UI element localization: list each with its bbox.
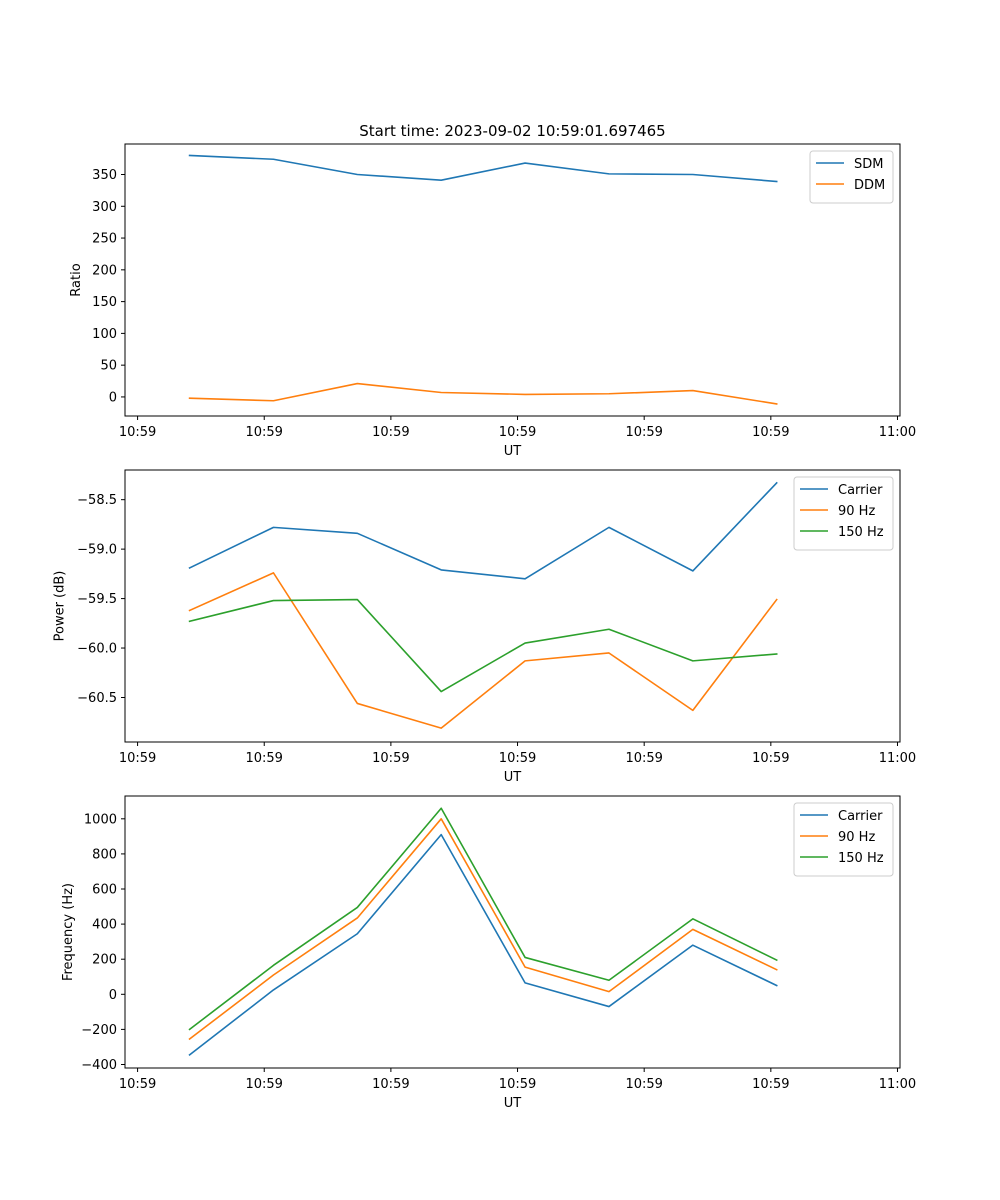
series-lines (188, 154, 778, 405)
x-tick-label: 10:59 (119, 751, 156, 766)
x-tick-label: 10:59 (372, 425, 409, 440)
series-line-90-hz (188, 818, 778, 1041)
legend-label: 90 Hz (838, 830, 875, 845)
x-tick-label: 10:59 (625, 1077, 662, 1092)
y-tick-label: 800 (92, 847, 117, 862)
y-axis: −60.5 −60.0 −59.5 −59.0 −58.5 Power (dB) (53, 493, 125, 706)
y-tick-label: −60.0 (77, 642, 117, 657)
figure-title: Start time: 2023-09-02 10:59:01.697465 (359, 122, 665, 140)
x-axis-label: UT (504, 770, 522, 785)
x-tick-label: 10:59 (625, 751, 662, 766)
x-tick-label: 11:00 (879, 425, 916, 440)
series-line-sdm (188, 154, 778, 183)
series-line-ddm (188, 382, 778, 405)
legend-label: 150 Hz (838, 851, 884, 866)
x-axis: 10:59 10:59 10:59 10:59 10:59 10:59 11:00 UT (119, 742, 916, 785)
series-line-90-hz (188, 572, 778, 729)
x-tick-label: 10:59 (372, 1077, 409, 1092)
x-tick-label: 10:59 (245, 751, 282, 766)
legend-label: SDM (854, 157, 883, 172)
y-axis-label: Ratio (69, 263, 84, 296)
legend-label: DDM (854, 178, 885, 193)
y-tick-label: 150 (92, 295, 117, 310)
axes-frame (124, 795, 901, 1069)
series-lines (188, 481, 778, 729)
y-tick-label: −60.5 (77, 691, 117, 706)
x-tick-label: 10:59 (752, 1077, 789, 1092)
legend-label: 150 Hz (838, 525, 884, 540)
x-axis: 10:59 10:59 10:59 10:59 10:59 10:59 11:00 UT (119, 1068, 916, 1111)
y-tick-label: 600 (92, 883, 117, 898)
series-line-150-hz (188, 807, 778, 1031)
legend-label: Carrier (838, 809, 883, 824)
y-axis: 0 50 100 150 200 250 300 350 Ratio (69, 168, 125, 405)
x-tick-label: 10:59 (245, 1077, 282, 1092)
chart-panel-2: 10:59 10:59 10:59 10:59 10:59 10:59 11:00 UT −60… (53, 469, 916, 785)
y-tick-label: −200 (81, 1023, 117, 1038)
x-tick-label: 11:00 (879, 751, 916, 766)
x-axis-label: UT (504, 444, 522, 459)
charts-container: 10:59 10:59 10:59 10:59 10:59 10:59 11:00 UT 0 50… (53, 143, 916, 1111)
legend: Carrier 90 Hz 150 Hz (793, 802, 894, 877)
legend-label: Carrier (838, 483, 883, 498)
series-line-150-hz (188, 598, 778, 693)
y-tick-label: 0 (109, 390, 117, 405)
x-tick-label: 10:59 (119, 425, 156, 440)
y-axis: −400 −200 0 200 400 600 800 1000 Frequency (Hz) (61, 812, 125, 1073)
y-tick-label: 50 (100, 359, 117, 374)
y-tick-label: 200 (92, 263, 117, 278)
x-tick-label: 10:59 (245, 425, 282, 440)
x-axis-label: UT (504, 1096, 522, 1111)
x-tick-label: 11:00 (879, 1077, 916, 1092)
axes-frame (124, 469, 901, 743)
x-tick-label: 10:59 (752, 425, 789, 440)
legend: Carrier 90 Hz 150 Hz (793, 476, 894, 551)
y-tick-label: −58.5 (77, 493, 117, 508)
x-axis: 10:59 10:59 10:59 10:59 10:59 10:59 11:00 UT (119, 416, 916, 459)
x-tick-label: 10:59 (499, 425, 536, 440)
x-tick-label: 10:59 (119, 1077, 156, 1092)
y-tick-label: 300 (92, 200, 117, 215)
y-tick-label: −59.5 (77, 592, 117, 607)
y-tick-label: 400 (92, 918, 117, 933)
y-tick-label: 250 (92, 232, 117, 247)
chart-panel-3: 10:59 10:59 10:59 10:59 10:59 10:59 11:00 UT −40… (61, 795, 916, 1111)
y-tick-label: 100 (92, 327, 117, 342)
y-axis-label: Power (dB) (53, 571, 68, 642)
x-tick-label: 10:59 (372, 751, 409, 766)
legend-label: 90 Hz (838, 504, 875, 519)
y-tick-label: 350 (92, 168, 117, 183)
y-tick-label: 1000 (84, 812, 117, 827)
y-tick-label: 0 (109, 988, 117, 1003)
y-tick-label: −59.0 (77, 543, 117, 558)
y-tick-label: 200 (92, 953, 117, 968)
x-tick-label: 10:59 (752, 751, 789, 766)
y-tick-label: −400 (81, 1058, 117, 1073)
series-lines (188, 807, 778, 1056)
x-tick-label: 10:59 (499, 1077, 536, 1092)
series-line-carrier (188, 481, 778, 580)
legend-box (809, 150, 894, 204)
chart-panel-1: 10:59 10:59 10:59 10:59 10:59 10:59 11:00 UT 0 50… (69, 143, 916, 459)
x-tick-label: 10:59 (499, 751, 536, 766)
y-axis-label: Frequency (Hz) (61, 883, 76, 981)
axes-frame (124, 143, 901, 417)
x-tick-label: 10:59 (625, 425, 662, 440)
legend: SDM DDM (809, 150, 894, 204)
series-line-carrier (188, 833, 778, 1056)
